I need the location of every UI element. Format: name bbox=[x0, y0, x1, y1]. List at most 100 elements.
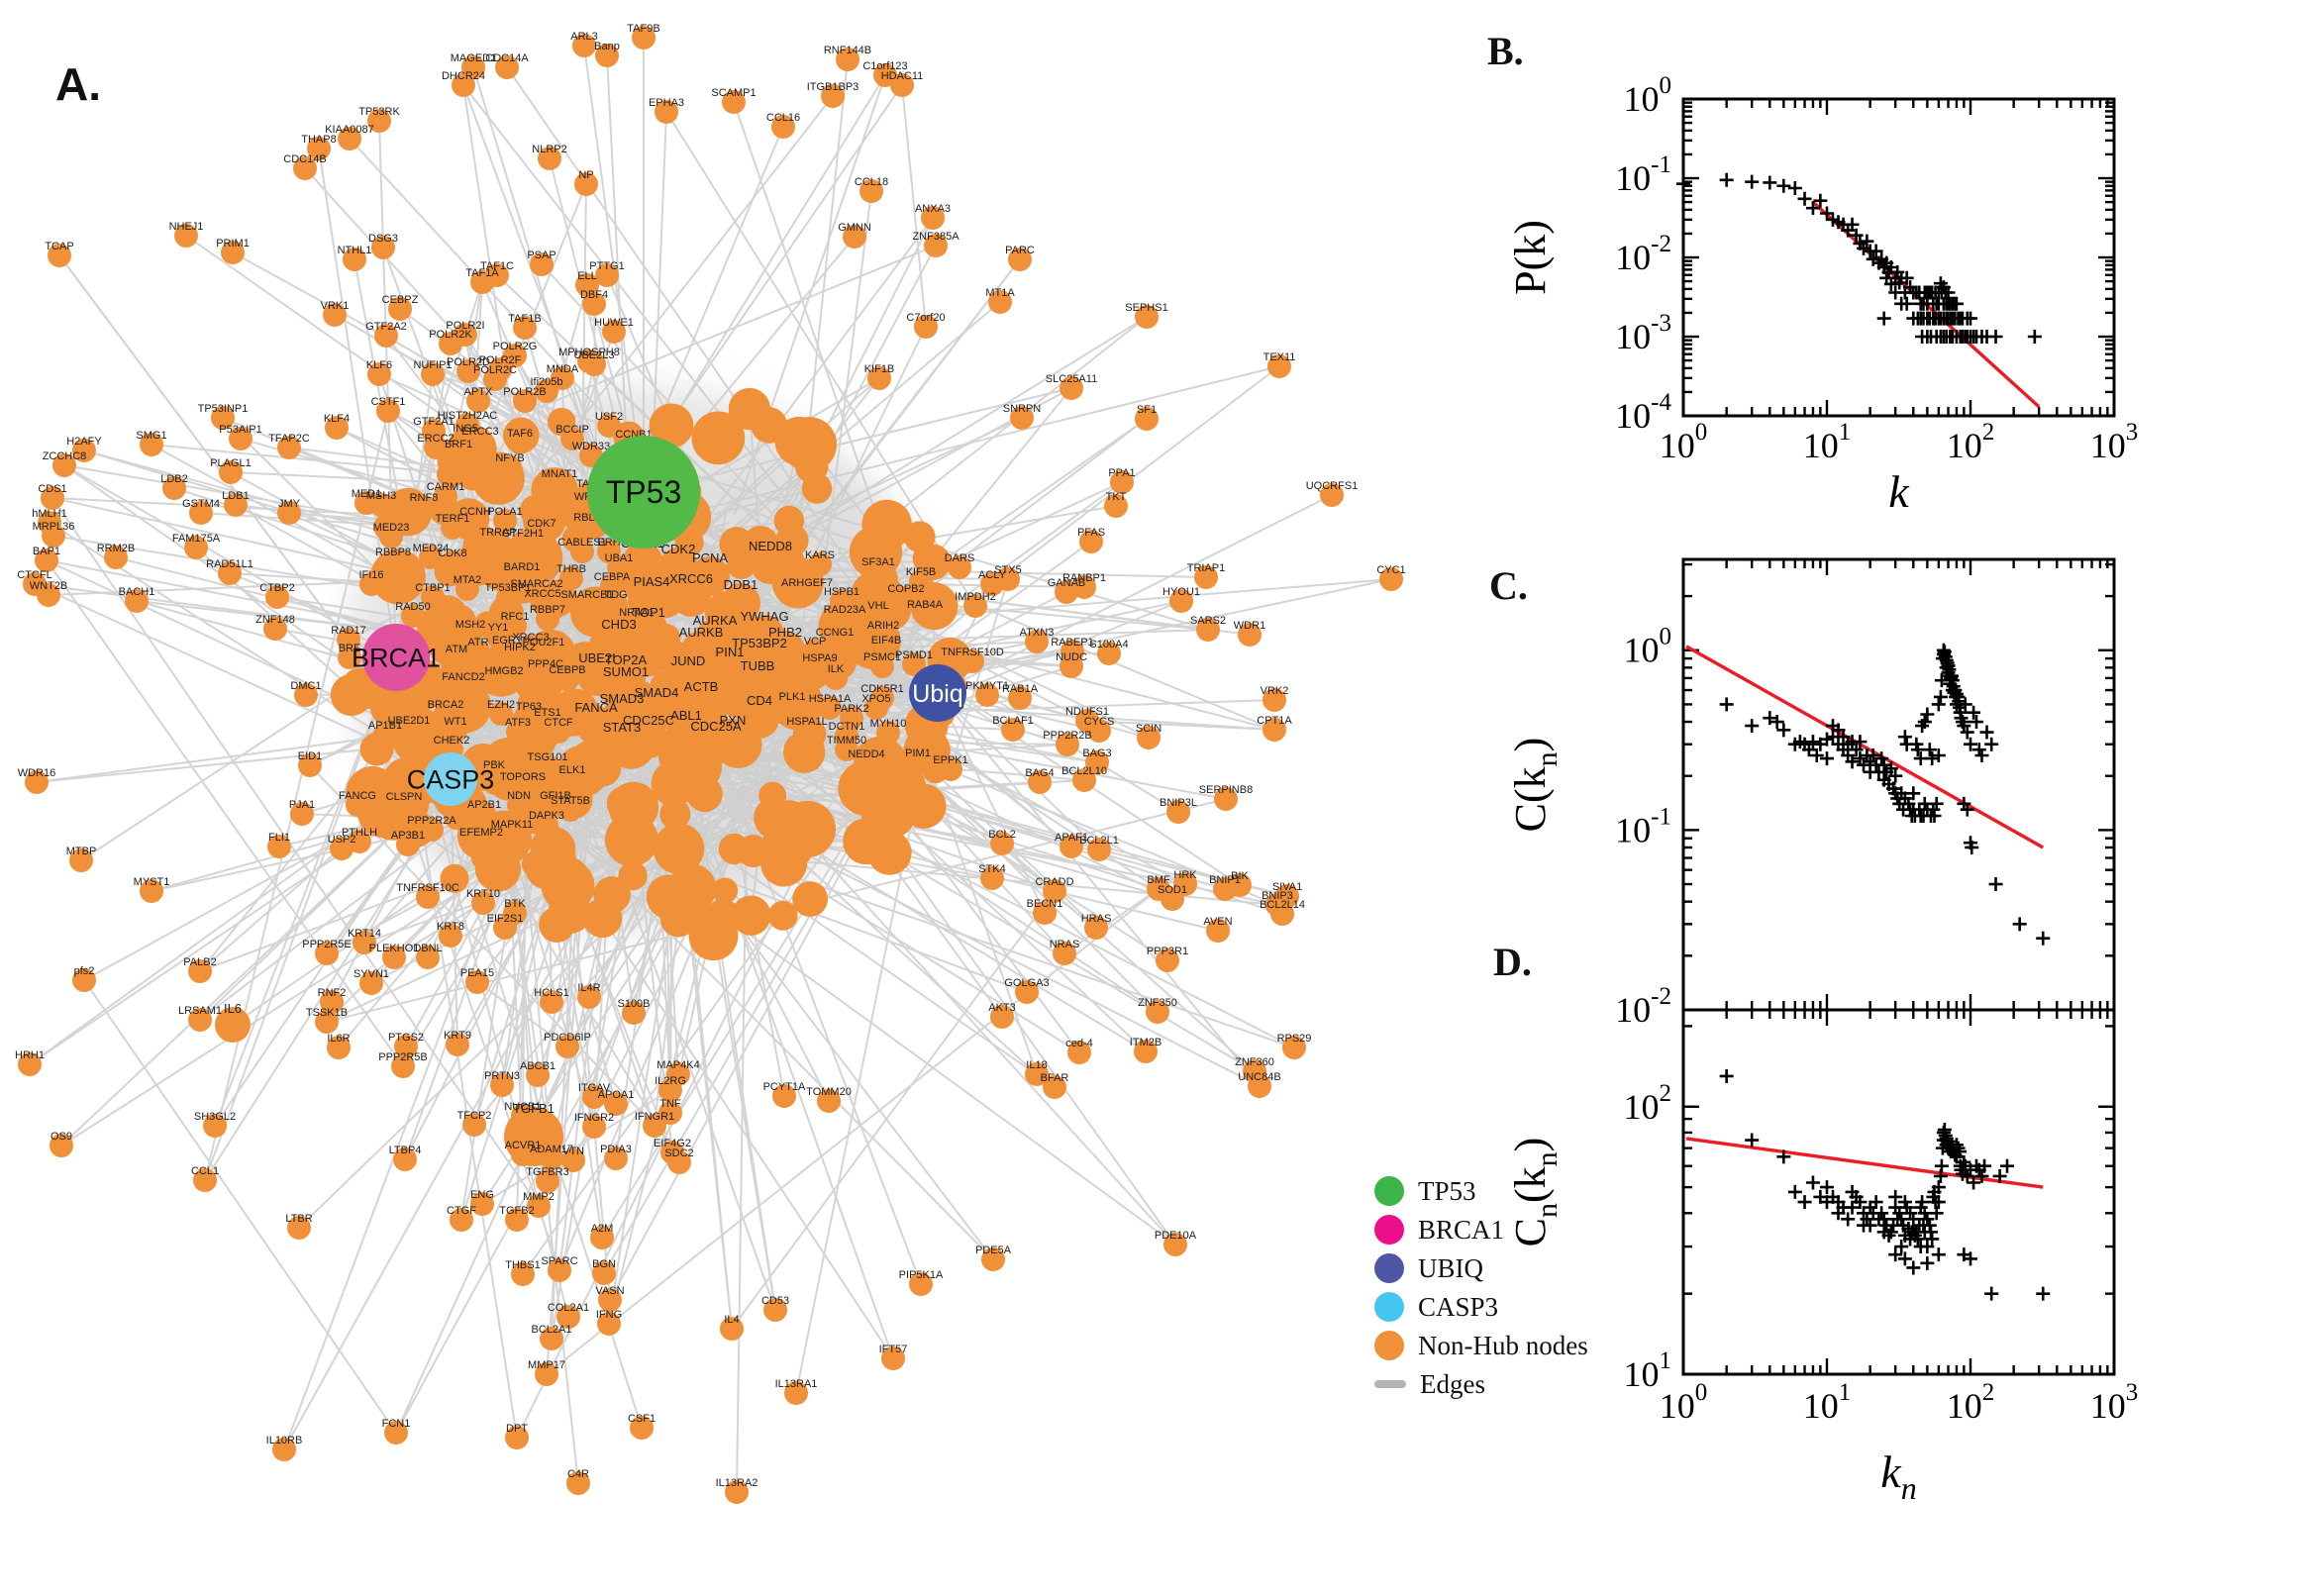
network-node bbox=[447, 442, 470, 465]
network-node bbox=[287, 1216, 311, 1240]
node-label: CEBPB bbox=[549, 664, 585, 676]
node-label: ZNF385A bbox=[912, 231, 960, 243]
network-node bbox=[353, 931, 376, 954]
network-node bbox=[1043, 1075, 1066, 1099]
node-label: HRK bbox=[1173, 869, 1197, 881]
network-node bbox=[293, 156, 317, 180]
network-node bbox=[598, 1288, 622, 1312]
network-node bbox=[536, 754, 559, 778]
network-node bbox=[823, 630, 847, 653]
node-label: COL2A1 bbox=[548, 1302, 589, 1314]
node-label: FANCD2 bbox=[442, 671, 484, 683]
network-node bbox=[843, 225, 866, 249]
node-label: RAB1A bbox=[1002, 683, 1039, 695]
node-label: SMAD4 bbox=[635, 685, 679, 700]
node-label: C7orf20 bbox=[906, 312, 945, 324]
node-label: THAP8 bbox=[301, 134, 336, 146]
network-node bbox=[354, 491, 378, 515]
network-node bbox=[1379, 567, 1403, 591]
node-label: MSH3 bbox=[366, 490, 397, 502]
network-node bbox=[72, 968, 96, 992]
node-label: HIPK2 bbox=[504, 642, 536, 653]
node-label: MT1A bbox=[985, 287, 1015, 299]
node-label: EPPK1 bbox=[933, 754, 967, 766]
network-node bbox=[795, 719, 819, 743]
network-node bbox=[548, 471, 571, 495]
network-node bbox=[824, 666, 848, 690]
network-node bbox=[526, 1063, 550, 1087]
node-label: PIP5K1A bbox=[899, 1269, 944, 1281]
node-label: BCL2L1 bbox=[1079, 835, 1119, 847]
hub-tp53: TP53 bbox=[587, 436, 700, 549]
node-label: AVEN bbox=[1203, 916, 1232, 928]
network-node bbox=[577, 985, 601, 1009]
node-label: ZNF148 bbox=[255, 614, 295, 626]
node-label: TNFRSF10C bbox=[396, 882, 459, 894]
node-label: KRT8 bbox=[437, 921, 464, 933]
node-label: SUMO1 bbox=[603, 664, 649, 679]
node-label: BRCA2 bbox=[428, 699, 464, 711]
node-label: CYCS bbox=[1084, 716, 1115, 728]
plot-frame bbox=[1681, 97, 2116, 418]
network-node bbox=[461, 55, 485, 79]
network-node bbox=[604, 1092, 628, 1116]
node-label: CD4 bbox=[747, 693, 772, 708]
node-label: SMAD3 bbox=[600, 691, 645, 706]
node-label: MSH2 bbox=[455, 619, 486, 631]
node-label: IFNG bbox=[596, 1309, 622, 1321]
legend-item-ubiq: UBIQ bbox=[1374, 1253, 1588, 1283]
node-label: PIM1 bbox=[905, 748, 931, 759]
network-node bbox=[397, 718, 421, 742]
network-node bbox=[1134, 1040, 1158, 1063]
node-label: SF1 bbox=[1137, 404, 1157, 416]
network-node bbox=[771, 115, 795, 139]
node-label: CSTF1 bbox=[371, 396, 406, 408]
tick-label: 102 bbox=[1947, 419, 1995, 465]
network-node bbox=[162, 476, 186, 500]
node-label: ERCC2 bbox=[417, 433, 454, 445]
node-label: TAF1B bbox=[508, 313, 541, 325]
hub-casp3: CASP3 bbox=[407, 752, 494, 806]
network-node bbox=[505, 1208, 529, 1232]
network-node bbox=[315, 1010, 339, 1034]
node-label: KIF5B bbox=[906, 566, 937, 578]
node-label: CDK7 bbox=[527, 518, 556, 530]
network-node bbox=[913, 602, 937, 626]
node-label: Ifi205b bbox=[530, 376, 562, 388]
network-node bbox=[174, 224, 198, 248]
node-label: CLSPN bbox=[386, 791, 423, 803]
tick-label: 10-2 bbox=[1615, 983, 1671, 1030]
network-node bbox=[740, 699, 779, 739]
network-node bbox=[468, 429, 492, 452]
network-node bbox=[572, 34, 596, 57]
node-label: WDR16 bbox=[18, 767, 56, 779]
network-node bbox=[513, 389, 537, 413]
network-node bbox=[41, 486, 64, 510]
network-node bbox=[493, 509, 517, 533]
network-node bbox=[560, 767, 584, 791]
network-node bbox=[559, 566, 583, 590]
node-label: TOP2A bbox=[605, 652, 648, 667]
legend-label: TP53 bbox=[1418, 1175, 1476, 1206]
node-label: ABL1 bbox=[670, 708, 702, 723]
network-node bbox=[229, 427, 252, 450]
network-node bbox=[530, 521, 554, 545]
node-label: CTGF bbox=[447, 1205, 476, 1217]
node-label: WNT2B bbox=[30, 580, 68, 592]
network-node bbox=[140, 433, 163, 456]
network-node bbox=[35, 549, 58, 572]
scatter-points bbox=[1719, 643, 2051, 946]
network-node bbox=[416, 885, 440, 909]
network-node bbox=[1267, 354, 1291, 378]
node-label: PIAS4 bbox=[634, 574, 670, 589]
node-label: UBA1 bbox=[605, 552, 634, 564]
node-label: TGFB2 bbox=[499, 1205, 534, 1217]
network-node bbox=[558, 798, 582, 822]
network-node bbox=[444, 719, 467, 743]
node-label: PLK1 bbox=[779, 691, 806, 703]
network-node bbox=[600, 574, 624, 598]
node-label: NRAS bbox=[1050, 939, 1080, 950]
node-label: STAT3 bbox=[603, 720, 642, 735]
network-node bbox=[536, 1169, 559, 1193]
